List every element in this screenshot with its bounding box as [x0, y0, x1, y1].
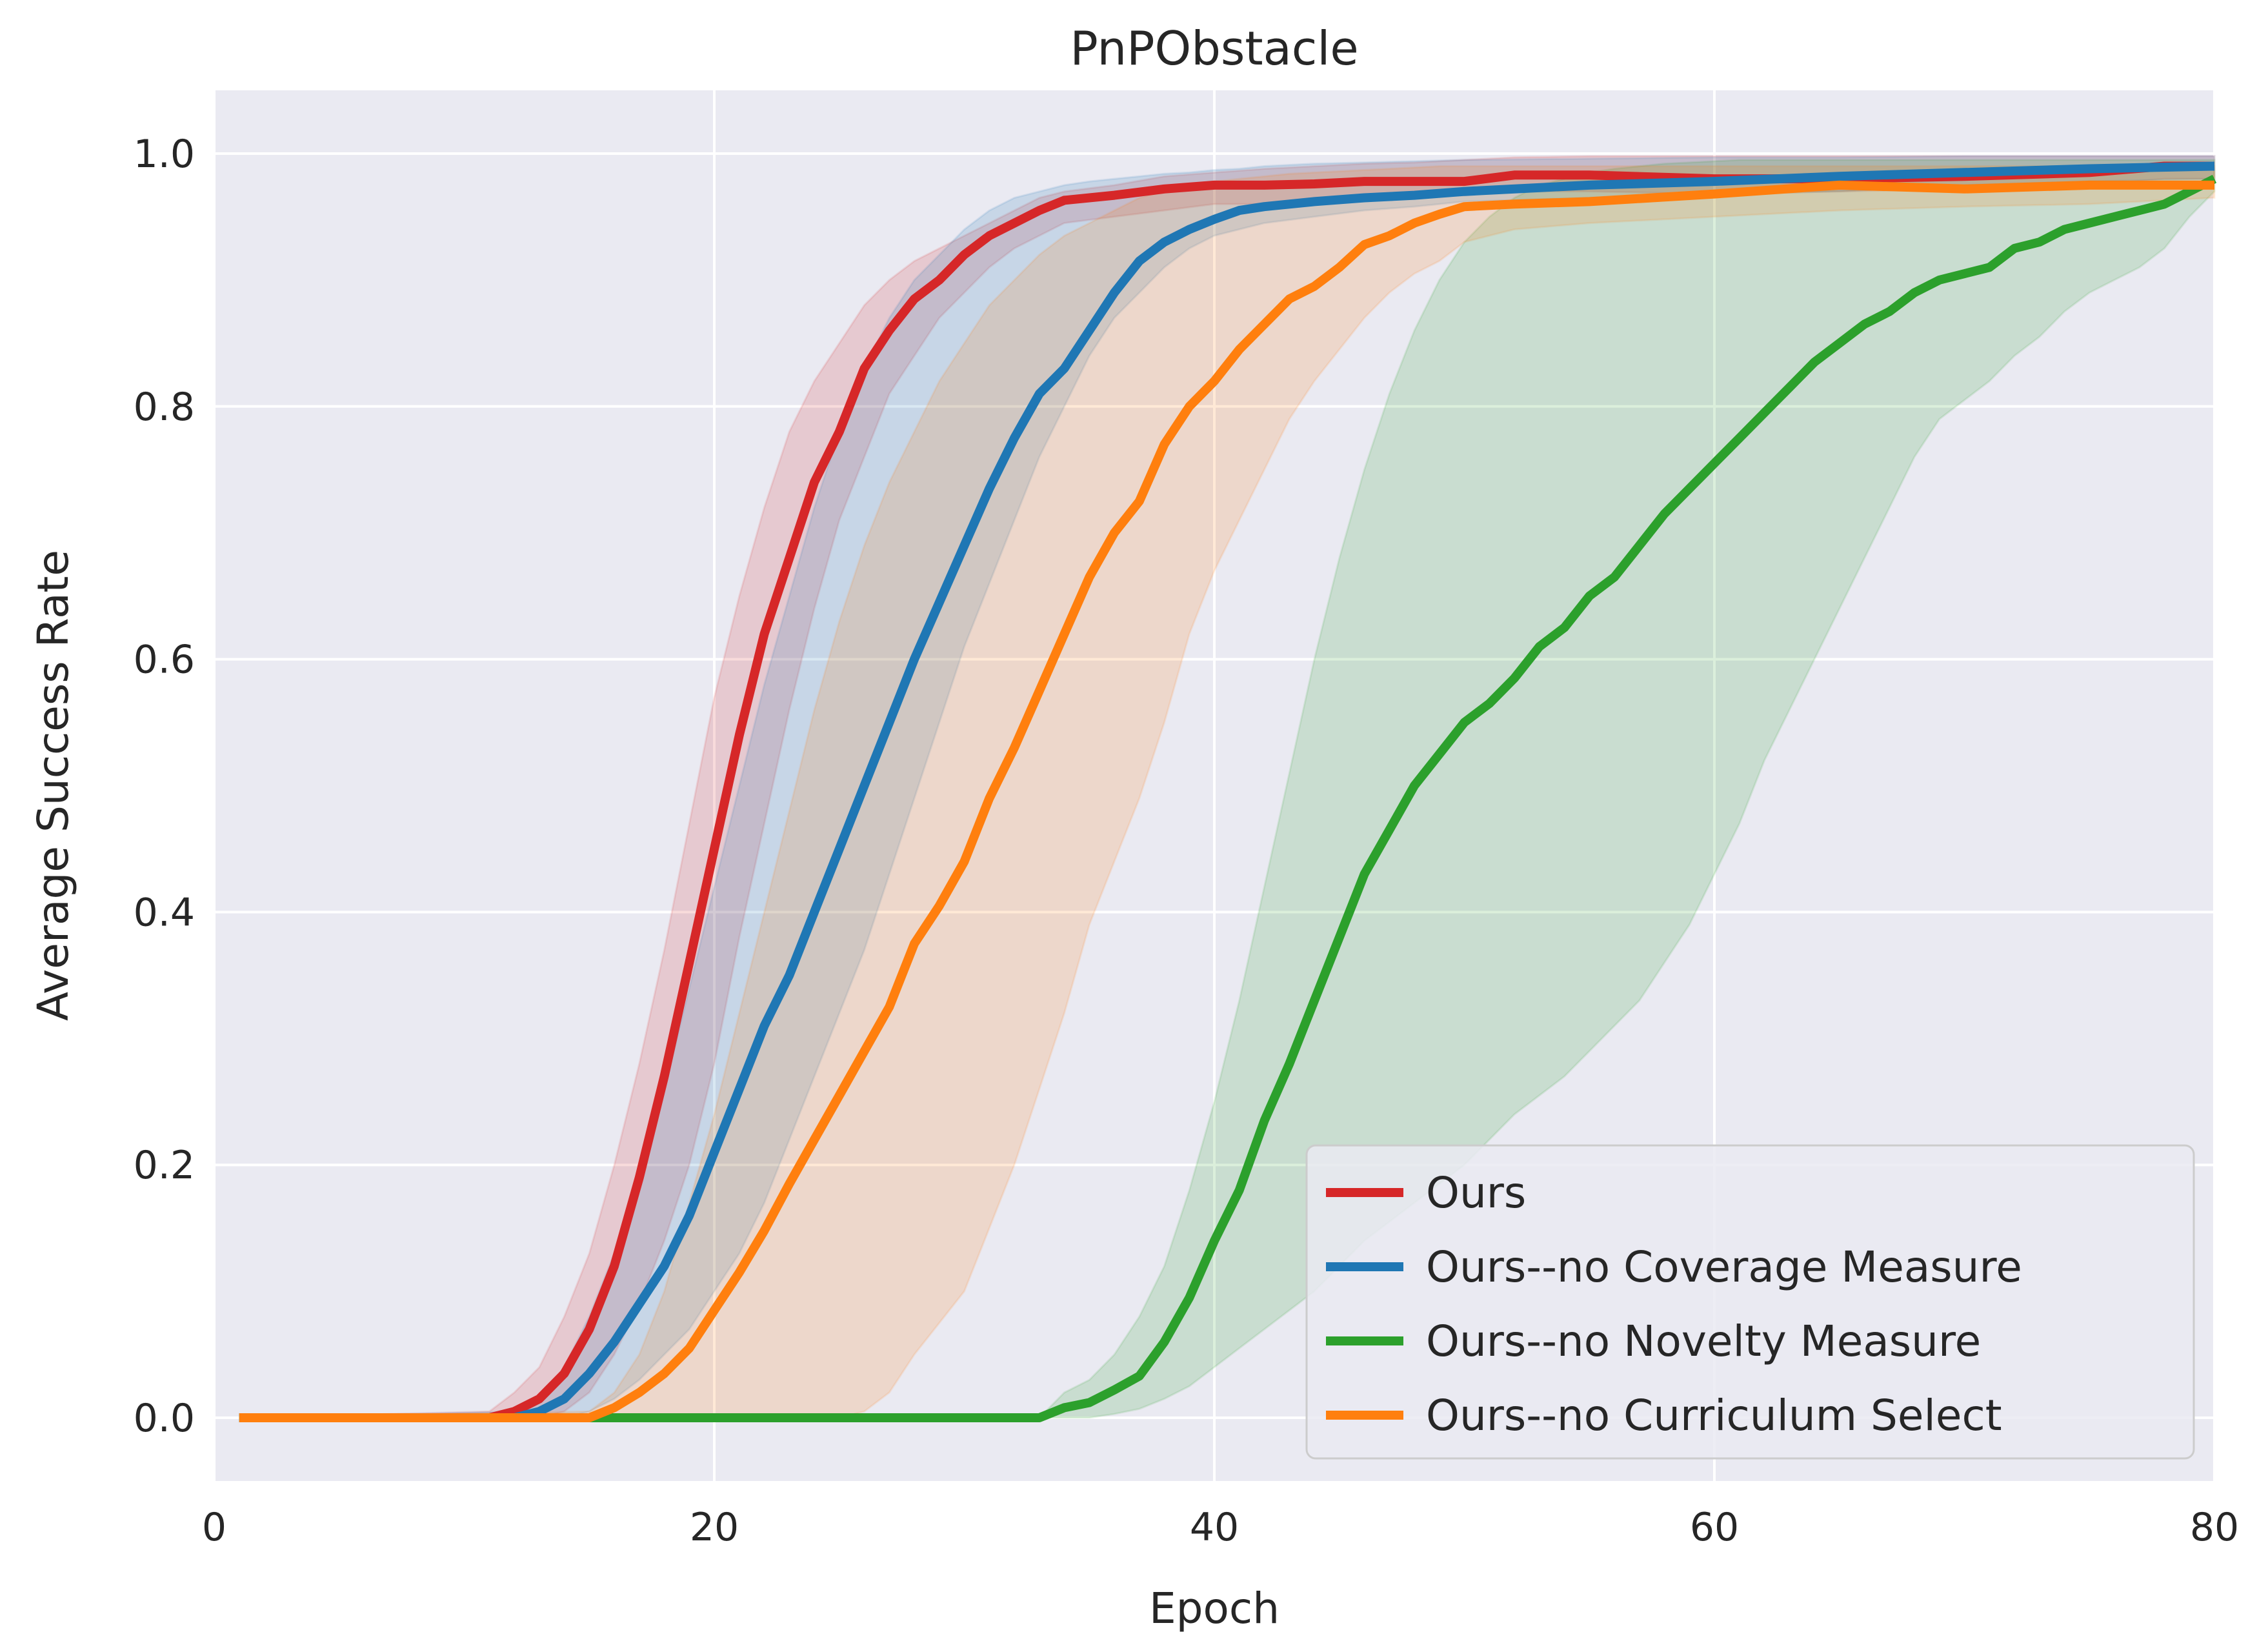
x-axis-title: Epoch	[1149, 1584, 1280, 1633]
y-tick-label: 1.0	[134, 132, 195, 177]
legend-label-ours-no-coverage-measure: Ours--no Coverage Measure	[1426, 1242, 2022, 1292]
legend-label-ours: Ours	[1426, 1168, 1526, 1218]
legend-items: Ours Ours--no Coverage Measure Ours--no No…	[1326, 1168, 2022, 1440]
y-tick-label: 0.2	[134, 1143, 195, 1188]
line-ours-no-curriculum-select	[239, 180, 2214, 1422]
y-tick-label: 0.4	[134, 890, 195, 935]
legend: Ours Ours--no Coverage Measure Ours--no No…	[1305, 1144, 2195, 1460]
line-ours-no-novelty-measure	[239, 174, 2217, 1422]
x-tick-label: 0	[202, 1505, 226, 1550]
line-ours	[239, 161, 2214, 1422]
x-tick-label: 80	[2190, 1505, 2239, 1550]
x-tick-label: 20	[690, 1505, 739, 1550]
chart-title: PnPObstacle	[1070, 21, 1358, 76]
legend-label-ours-no-curriculum-select: Ours--no Curriculum Select	[1426, 1391, 2002, 1440]
legend-box	[1305, 1144, 2195, 1460]
series-lines	[239, 161, 2217, 1422]
grid	[213, 90, 2216, 1481]
y-tick-label: 0.6	[134, 638, 195, 683]
line-ours-no-coverage-measure	[239, 161, 2215, 1422]
legend-label-ours-no-novelty-measure: Ours--no Novelty Measure	[1426, 1316, 1981, 1366]
x-tick-label: 60	[1690, 1505, 1739, 1550]
y-tick-label: 0.0	[134, 1396, 195, 1441]
y-tick-label: 0.8	[134, 385, 195, 430]
x-tick-label: 40	[1190, 1505, 1239, 1550]
y-tick-labels: 0.0 0.2 0.4 0.6 0.8 1.0	[134, 132, 195, 1441]
x-tick-labels: 0 20 40 60 80	[202, 1505, 2239, 1550]
y-axis-title: Average Success Rate	[28, 550, 78, 1021]
